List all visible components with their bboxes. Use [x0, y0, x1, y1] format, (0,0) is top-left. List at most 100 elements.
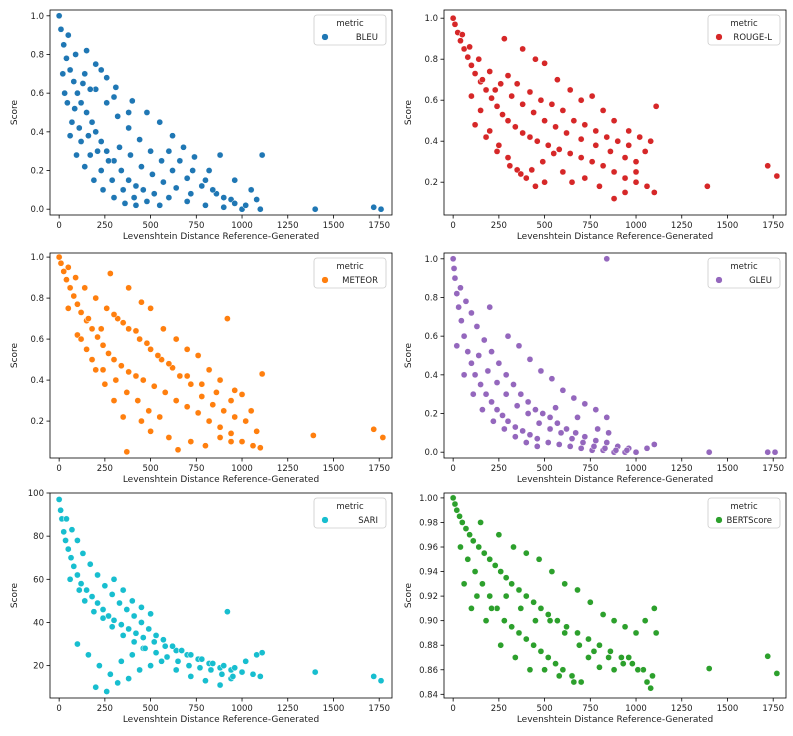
data-point	[482, 86, 490, 94]
data-point	[537, 96, 545, 104]
scatter-points	[449, 494, 781, 692]
data-point	[61, 89, 68, 97]
data-point	[464, 348, 472, 355]
legend-title: metric	[336, 19, 364, 29]
data-point	[488, 605, 495, 612]
data-point	[570, 678, 578, 686]
data-point	[619, 660, 627, 667]
data-point	[566, 150, 574, 157]
data-point	[370, 203, 378, 211]
data-point	[568, 178, 576, 186]
x-axis-label: Levenshtein Distance Reference-Generated	[517, 715, 713, 725]
data-point	[97, 167, 105, 174]
legend: metric METEOR	[313, 257, 387, 289]
data-point	[202, 176, 209, 184]
data-point	[603, 414, 611, 421]
data-point	[130, 638, 138, 646]
data-point	[497, 568, 505, 575]
data-point	[99, 186, 107, 194]
y-tick-label: 0.2	[424, 410, 438, 420]
data-point	[94, 599, 101, 607]
x-tick-label: 1500	[717, 464, 739, 474]
data-point	[108, 591, 116, 598]
data-point	[510, 543, 517, 551]
data-point	[132, 182, 140, 190]
data-point	[632, 158, 640, 166]
data-point	[544, 439, 552, 446]
data-point	[147, 610, 154, 618]
data-point	[555, 672, 563, 680]
data-point	[227, 430, 235, 437]
data-point	[610, 168, 618, 176]
data-point	[194, 409, 202, 417]
data-point	[86, 85, 94, 93]
data-point	[629, 660, 636, 667]
data-point	[705, 448, 713, 456]
data-point	[238, 668, 246, 676]
x-tick-label: 750	[188, 704, 204, 714]
data-point	[258, 151, 266, 159]
data-point	[610, 666, 618, 674]
data-point	[555, 146, 563, 153]
data-point	[74, 571, 81, 579]
data-point	[592, 141, 600, 149]
data-point	[117, 621, 125, 628]
data-point	[85, 132, 92, 140]
data-point	[510, 381, 517, 388]
data-point	[612, 446, 620, 454]
data-point	[114, 679, 122, 687]
data-point	[105, 350, 112, 357]
data-point	[453, 342, 461, 350]
data-point	[187, 380, 195, 388]
data-point	[160, 636, 167, 644]
legend: metric BERTScore	[707, 497, 781, 529]
data-point	[57, 506, 64, 514]
data-point	[530, 598, 537, 606]
data-point	[480, 549, 488, 557]
x-tick-label: 0	[56, 464, 61, 474]
data-point	[161, 389, 169, 396]
data-point	[66, 132, 74, 140]
data-point	[486, 592, 494, 600]
data-point	[618, 654, 625, 661]
data-point	[94, 147, 101, 155]
data-point	[110, 575, 118, 583]
data-point	[189, 167, 196, 174]
data-point	[132, 327, 140, 335]
data-point	[370, 673, 378, 680]
data-point	[493, 406, 501, 413]
data-point	[64, 264, 72, 271]
data-point	[502, 390, 510, 398]
data-point	[187, 651, 195, 659]
data-point	[486, 303, 494, 311]
y-tick-label: 0.2	[30, 167, 44, 177]
data-point	[625, 127, 633, 135]
data-point	[546, 425, 554, 433]
data-point	[86, 560, 94, 568]
data-point	[449, 14, 457, 22]
data-point	[229, 673, 237, 680]
legend-marker	[321, 516, 329, 524]
data-point	[511, 423, 519, 431]
data-point	[532, 617, 539, 625]
data-point	[92, 294, 100, 302]
data-point	[539, 158, 547, 166]
y-axis-label: Score	[404, 342, 414, 368]
data-point	[596, 663, 603, 671]
data-point	[85, 315, 92, 322]
data-point	[460, 371, 468, 379]
scatter-points	[449, 255, 779, 456]
data-point	[77, 335, 85, 343]
data-point	[515, 342, 523, 350]
data-point	[577, 444, 585, 452]
data-point	[513, 402, 521, 410]
data-point	[99, 606, 107, 613]
data-point	[532, 406, 539, 413]
data-point	[110, 616, 118, 624]
data-point	[165, 147, 173, 155]
data-point	[227, 438, 235, 445]
data-point	[581, 433, 589, 441]
legend-marker	[715, 516, 723, 524]
y-tick-label: 0.86	[419, 666, 438, 676]
